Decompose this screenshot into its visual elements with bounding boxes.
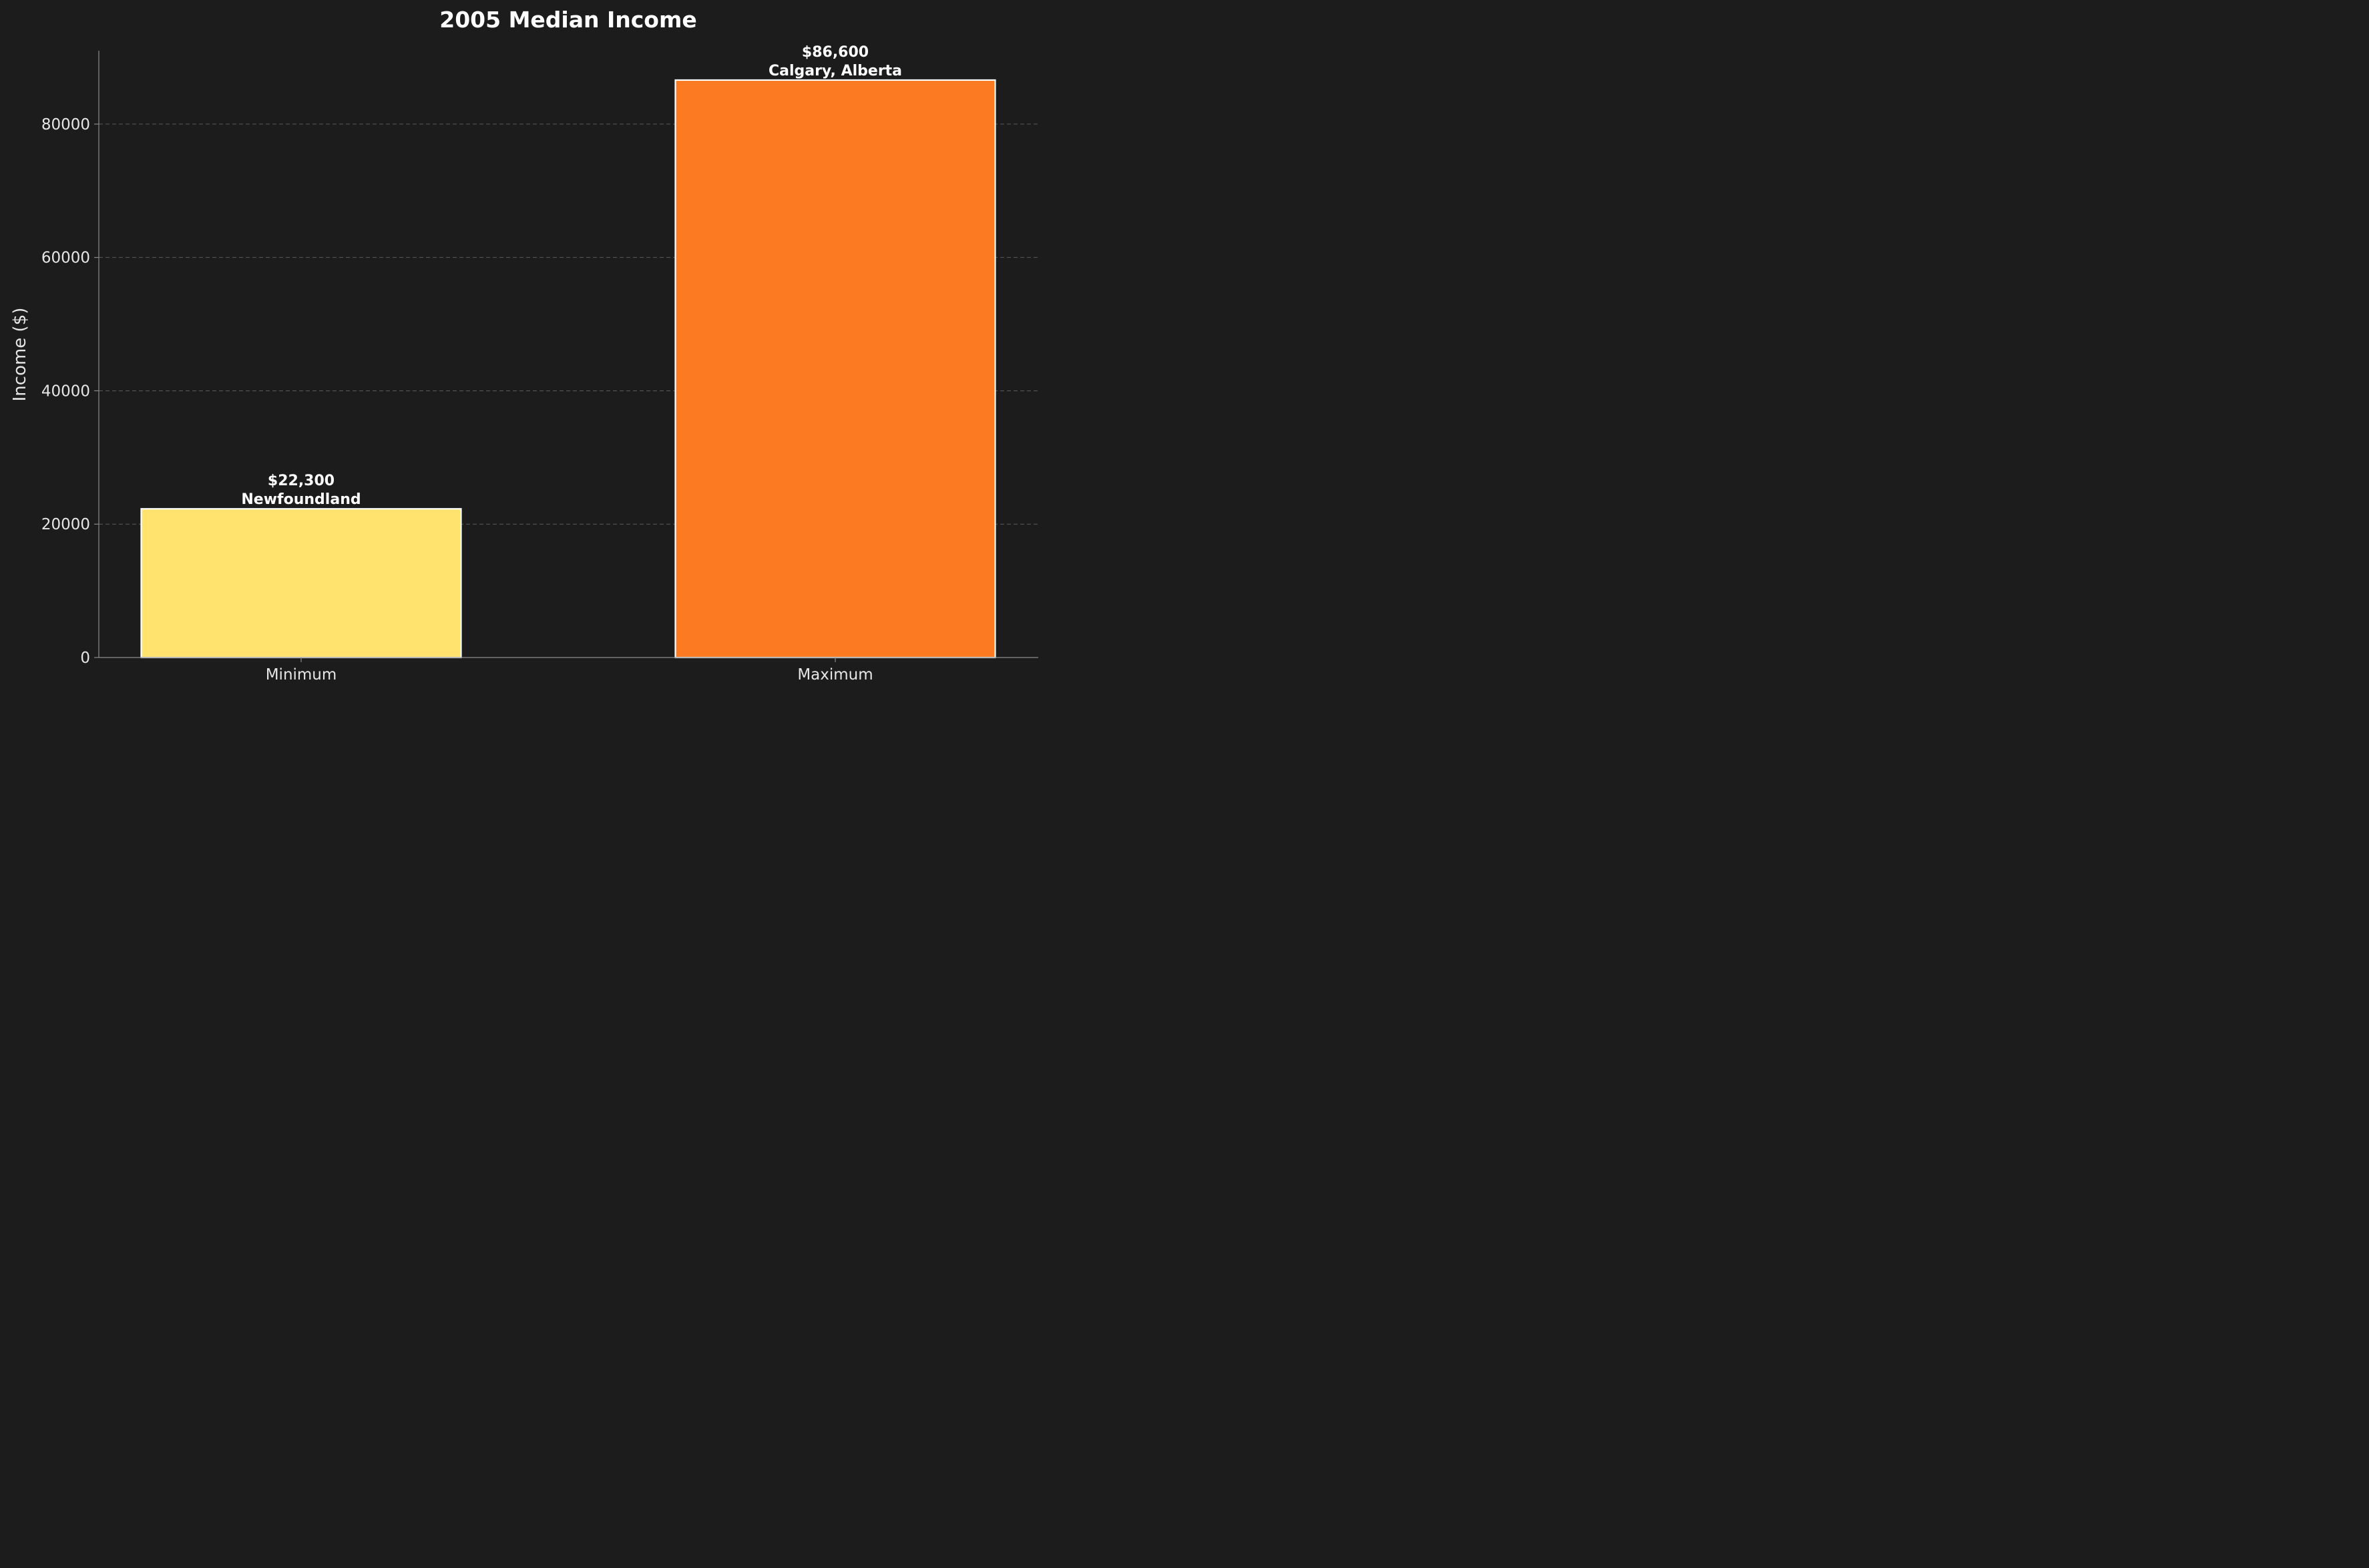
bars (140, 79, 996, 659)
y-tick-label: 80000 (41, 116, 90, 134)
bar-place-label: Calgary, Alberta (769, 63, 902, 79)
bar-place-label: Newfoundland (241, 491, 361, 508)
bar-minimum (140, 508, 462, 659)
bar-value-label: $22,300 (268, 473, 335, 489)
bar-labels: $22,300 Newfoundland $86,600 Calgary, Alber… (241, 44, 902, 508)
x-tick-label: Minimum (266, 666, 337, 684)
x-axis-ticks: Minimum Maximum (266, 658, 873, 684)
y-tick-label: 20000 (41, 516, 90, 533)
x-tick-label: Maximum (797, 666, 873, 684)
bar-maximum (674, 79, 996, 659)
y-tick-label: 60000 (41, 250, 90, 267)
y-axis-label: Income ($) (10, 308, 30, 402)
bar-value-label: $86,600 (802, 44, 869, 61)
chart-title: 2005 Median Income (439, 7, 697, 33)
y-tick-label: 0 (80, 649, 90, 667)
y-tick-label: 40000 (41, 382, 90, 400)
y-axis-ticks: 0 20000 40000 60000 80000 (41, 116, 99, 667)
income-bar-chart: 2005 Median Income 0 20000 40000 60000 80000… (10, 7, 1038, 684)
